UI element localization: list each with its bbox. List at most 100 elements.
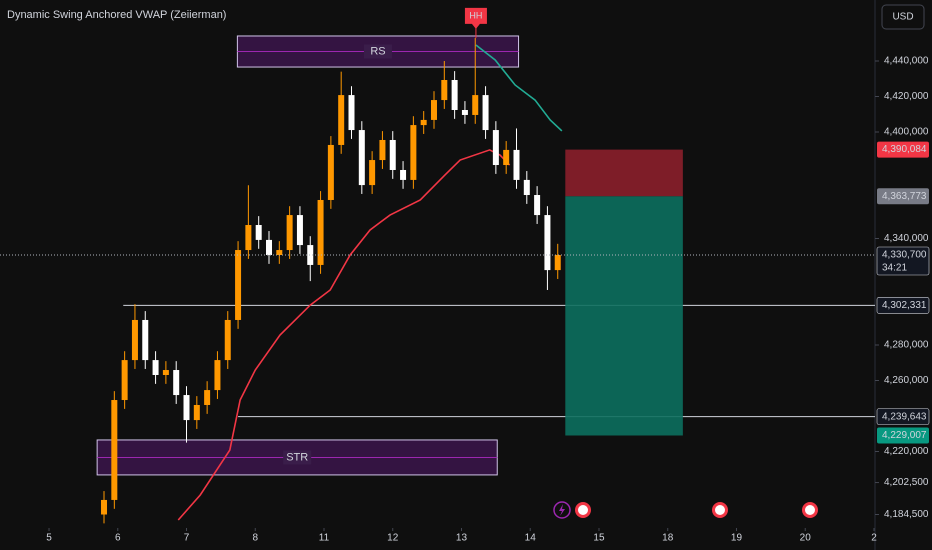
price-label-bg bbox=[876, 246, 930, 276]
candle-body bbox=[338, 95, 345, 145]
candle-body bbox=[245, 225, 252, 251]
price-label: 4,390,084 bbox=[882, 144, 927, 155]
candle-body bbox=[296, 215, 303, 246]
candle-body bbox=[255, 225, 262, 240]
price-label-bg bbox=[877, 141, 929, 158]
marker-tag bbox=[464, 7, 487, 29]
candle-body bbox=[441, 79, 448, 101]
price-label: 4,302,331 bbox=[882, 300, 927, 311]
event-icon-glyph bbox=[715, 505, 725, 515]
candle-body bbox=[461, 109, 468, 115]
candle-body bbox=[554, 255, 561, 271]
candle-body bbox=[348, 95, 355, 131]
x-tick-label: 6 bbox=[115, 533, 121, 544]
vwap-line bbox=[177, 149, 511, 521]
x-tick-label: 20 bbox=[800, 533, 812, 544]
currency-button[interactable] bbox=[881, 4, 925, 30]
y-tick-label: 4,220,000 bbox=[884, 446, 929, 457]
event-icon-glyph bbox=[578, 505, 588, 515]
candle-body bbox=[389, 139, 396, 170]
candle-body bbox=[286, 215, 293, 251]
y-tick-label: 4,420,000 bbox=[884, 91, 929, 102]
candle-body bbox=[523, 179, 530, 196]
countdown: 34:21 bbox=[882, 263, 907, 274]
x-tick-label: 11 bbox=[319, 533, 330, 544]
candle-body bbox=[266, 239, 273, 256]
price-label: 4,363,773 bbox=[882, 191, 927, 202]
x-tick-label: 2 bbox=[871, 533, 877, 544]
x-tick-label: 8 bbox=[252, 533, 258, 544]
zone-label-bg bbox=[283, 450, 312, 465]
event-icon-glyph bbox=[559, 504, 565, 516]
candle-body bbox=[369, 160, 376, 186]
y-tick-label: 4,280,000 bbox=[884, 340, 929, 351]
y-tick-label: 4,440,000 bbox=[884, 56, 929, 67]
price-label-bg bbox=[877, 427, 929, 444]
candle-body bbox=[358, 130, 365, 186]
price-label: 4,239,643 bbox=[882, 411, 927, 422]
y-tick-label: 4,400,000 bbox=[884, 127, 929, 138]
zone-label: STR bbox=[286, 451, 308, 463]
x-tick-label: 19 bbox=[731, 533, 743, 544]
candle-body bbox=[131, 319, 138, 361]
candle-body bbox=[173, 370, 180, 396]
candle-body bbox=[101, 499, 108, 515]
price-label-bg bbox=[876, 408, 930, 425]
candle-body bbox=[472, 95, 479, 115]
candle-body bbox=[451, 79, 458, 110]
candle-body bbox=[503, 149, 510, 166]
candle-body bbox=[142, 319, 149, 361]
candle-body bbox=[327, 144, 334, 200]
candle-body bbox=[121, 360, 128, 401]
candle-body bbox=[183, 395, 190, 421]
candle-body bbox=[379, 139, 386, 161]
price-label-bg bbox=[877, 188, 929, 205]
y-tick-label: 4,260,000 bbox=[884, 375, 929, 386]
candle-body bbox=[307, 245, 314, 265]
stop-zone bbox=[565, 149, 683, 197]
x-tick-label: 7 bbox=[184, 533, 190, 544]
x-tick-label: 5 bbox=[46, 533, 52, 544]
candle-body bbox=[235, 250, 242, 320]
candle-body bbox=[276, 250, 283, 256]
candle-body bbox=[410, 125, 417, 180]
price-label: 4,330,700 bbox=[882, 250, 927, 261]
x-tick-label: 15 bbox=[593, 533, 605, 544]
target-zone bbox=[565, 196, 683, 436]
candle-body bbox=[482, 95, 489, 131]
x-tick-label: 18 bbox=[662, 533, 674, 544]
currency[interactable]: USD bbox=[892, 12, 913, 23]
event-icon-glyph bbox=[805, 505, 815, 515]
price-label: 4,229,007 bbox=[882, 430, 927, 441]
x-tick-label: 13 bbox=[456, 533, 468, 544]
candle-body bbox=[430, 100, 437, 120]
candle-body bbox=[152, 360, 159, 375]
x-tick-label: 14 bbox=[525, 533, 537, 544]
y-tick-label: 4,340,000 bbox=[884, 233, 929, 244]
zone-label: RS bbox=[370, 45, 385, 57]
candle-body bbox=[162, 370, 169, 375]
candle-body bbox=[492, 130, 499, 166]
marker-label: HH bbox=[469, 10, 482, 20]
candle-body bbox=[420, 119, 427, 126]
candle-body bbox=[224, 319, 231, 361]
price-label-bg bbox=[876, 297, 930, 314]
vwap-line bbox=[475, 44, 563, 132]
y-tick-label: 4,184,500 bbox=[884, 509, 929, 520]
zone-label-bg bbox=[363, 44, 392, 59]
y-tick-label: 4,202,500 bbox=[884, 477, 929, 488]
candle-body bbox=[317, 199, 324, 265]
candle-body bbox=[204, 390, 211, 405]
candle-body bbox=[534, 195, 541, 216]
x-tick-label: 12 bbox=[387, 533, 399, 544]
chart-title: Dynamic Swing Anchored VWAP (Zeiierman) bbox=[7, 9, 226, 21]
candle-body bbox=[214, 360, 221, 391]
candle-body bbox=[400, 169, 407, 180]
candle-body bbox=[513, 149, 520, 180]
candle-body bbox=[544, 215, 551, 271]
candle-body bbox=[193, 404, 200, 421]
event-icons bbox=[553, 501, 818, 519]
candle-body bbox=[111, 400, 118, 500]
